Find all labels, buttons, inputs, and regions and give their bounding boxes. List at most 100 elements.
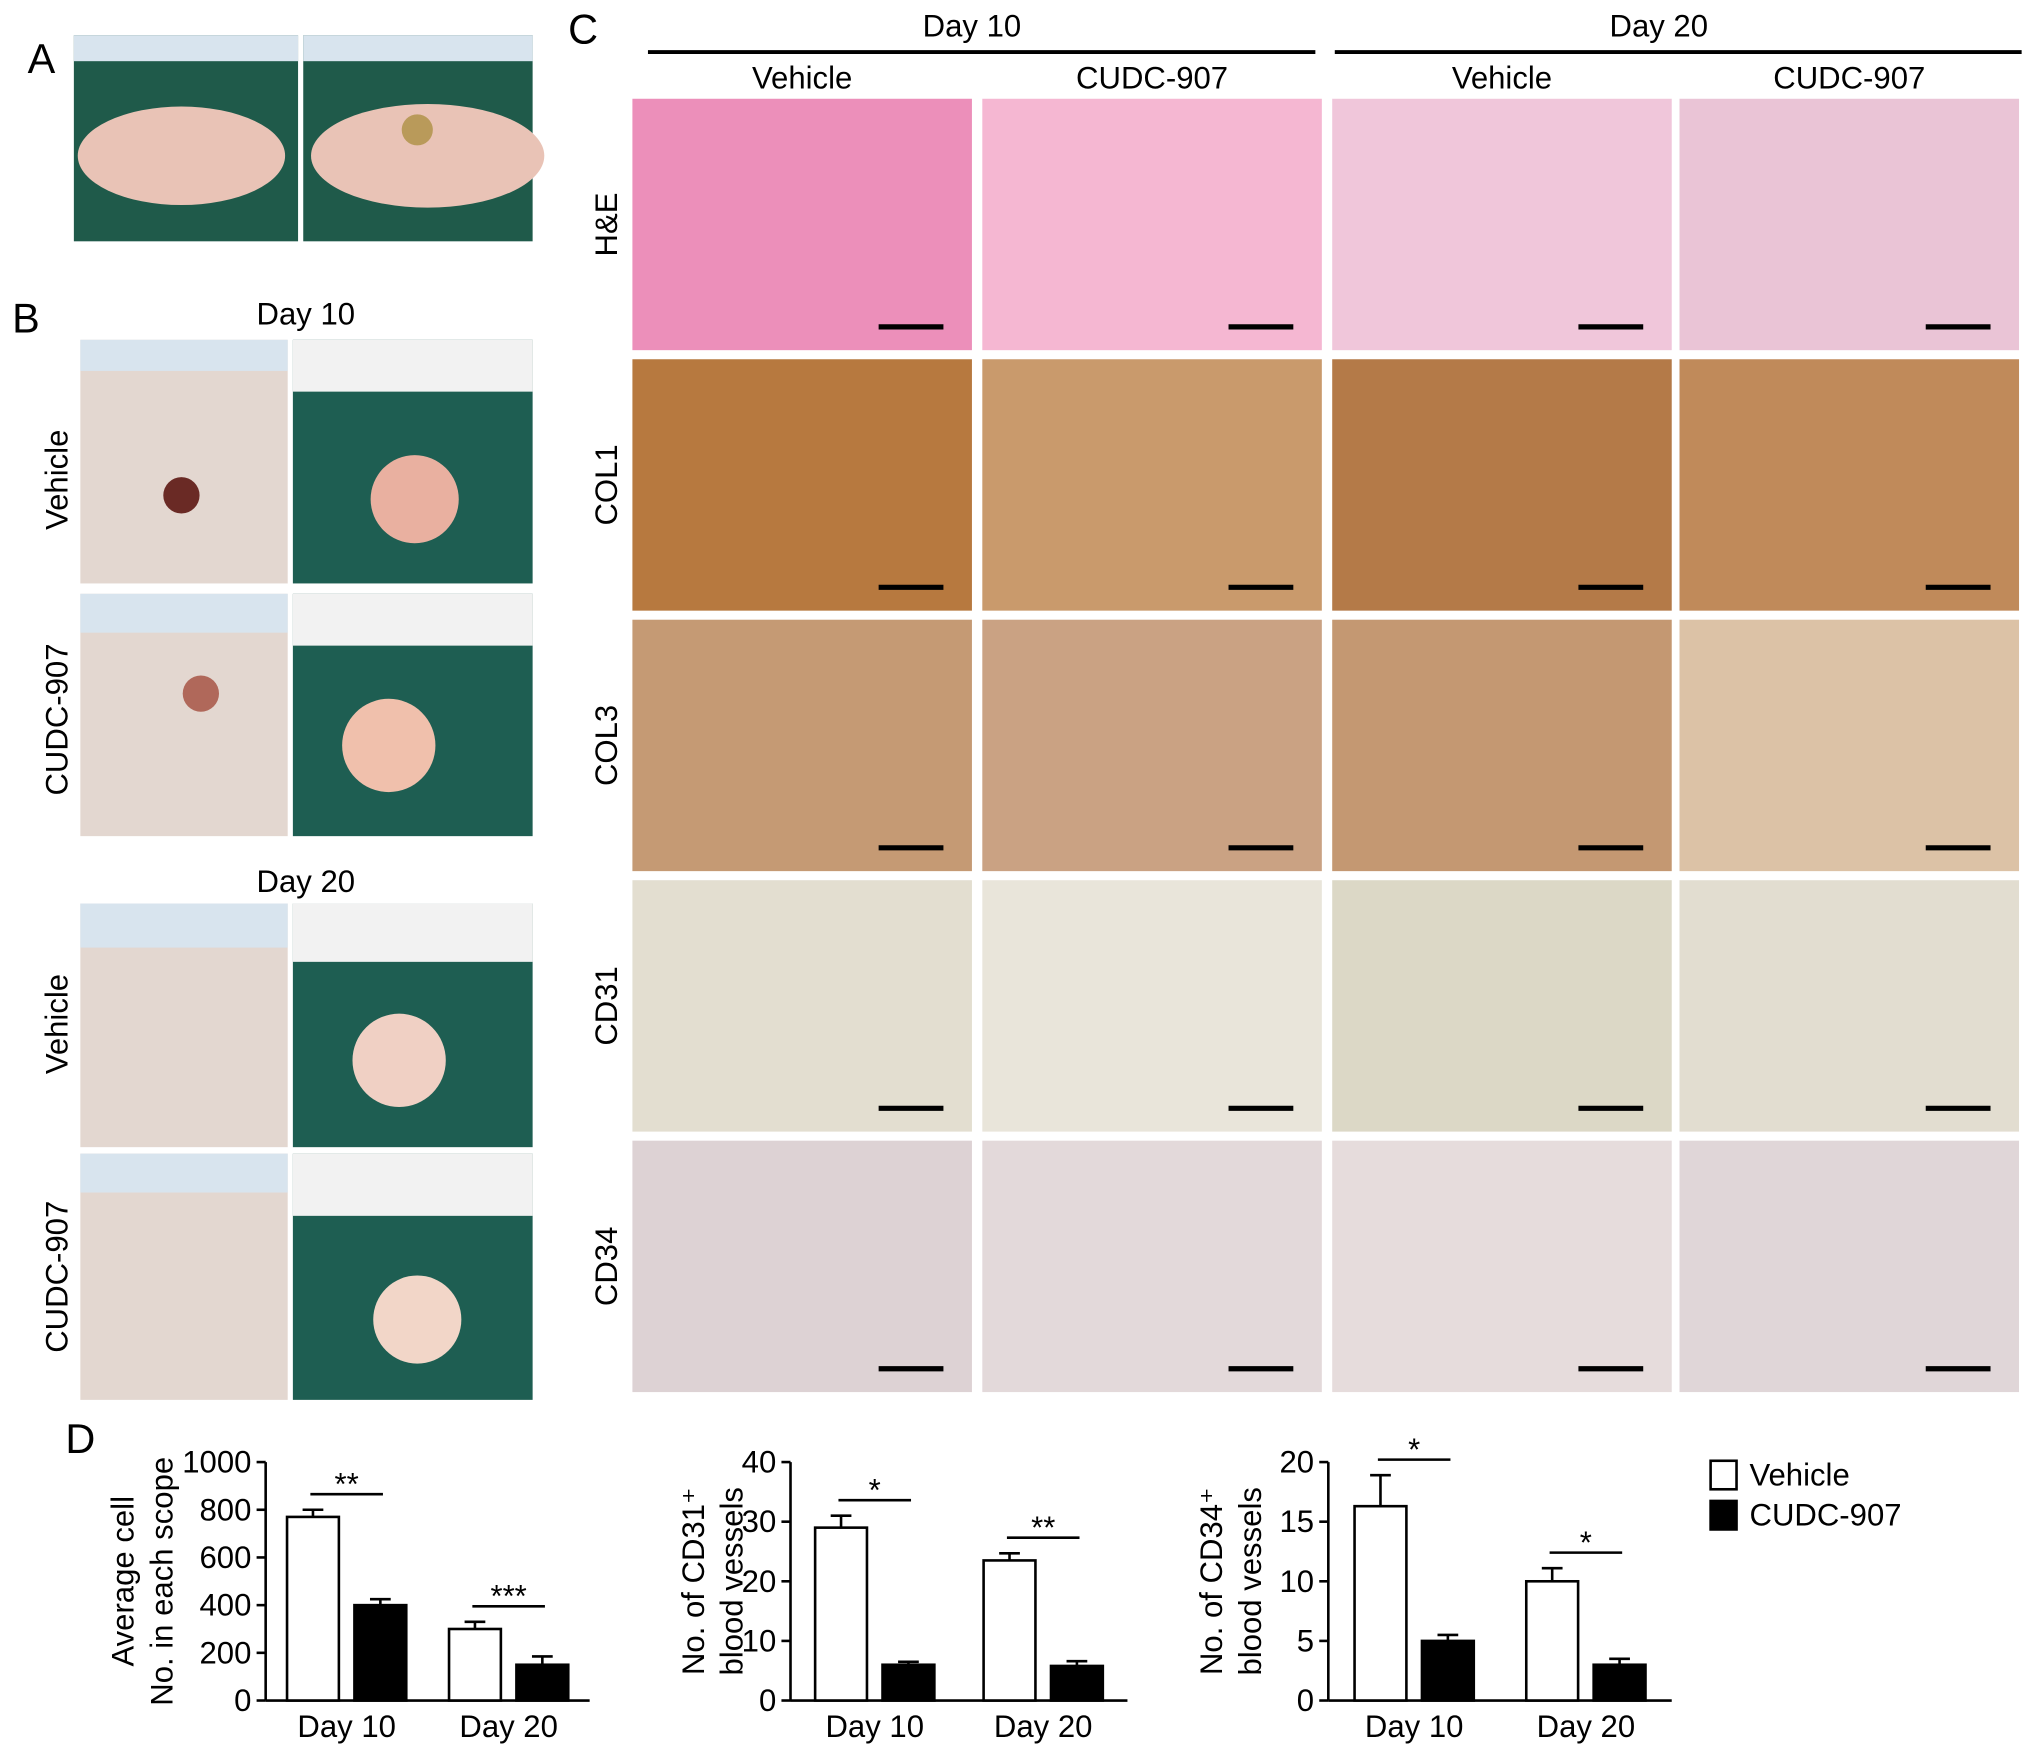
group-title: Day 20: [257, 864, 356, 899]
micrograph: [982, 619, 1322, 872]
tumor: [373, 1275, 462, 1364]
y-axis-label: Average cell: [106, 1496, 141, 1667]
day-header: Day 20: [1610, 9, 1709, 44]
y-tick-label: 0: [759, 1683, 776, 1718]
row-label: CD34: [589, 1227, 624, 1306]
legend-label: CUDC-907: [1749, 1498, 1901, 1533]
photo: [80, 1153, 288, 1400]
bar: [982, 1559, 1037, 1702]
y-tick-label: 30: [742, 1504, 777, 1539]
ruler: [80, 1153, 288, 1193]
significance: **: [1031, 1510, 1055, 1545]
ruler: [80, 339, 288, 371]
significance: *: [1408, 1432, 1420, 1467]
micrograph: [632, 98, 972, 351]
x-tick-label: Day 10: [297, 1709, 396, 1744]
panel-b-photos: [80, 339, 533, 1400]
ruler: [80, 593, 288, 633]
ruler: [292, 593, 533, 646]
y-tick-label: 40: [742, 1445, 777, 1480]
ruler: [80, 903, 288, 948]
legend-swatch: [1709, 1499, 1738, 1531]
y-tick-label: 1000: [182, 1445, 251, 1480]
panel-label: A: [28, 35, 56, 82]
bar: [1420, 1639, 1476, 1702]
micrograph: [632, 1140, 972, 1393]
bar: [1592, 1663, 1647, 1702]
x-tick-label: Day 20: [994, 1709, 1093, 1744]
tumor: [342, 698, 436, 793]
row-label: H&E: [589, 193, 624, 257]
tumor: [352, 1013, 446, 1107]
significance: ***: [490, 1578, 526, 1613]
mouse: [77, 106, 286, 206]
y-tick-label: 200: [200, 1635, 252, 1670]
panel-label: C: [568, 5, 598, 52]
y-axis-label: blood vessels: [1233, 1487, 1268, 1675]
significance: *: [869, 1472, 881, 1507]
micrograph: [982, 1140, 1322, 1393]
photo: [80, 339, 288, 584]
panel-label: B: [12, 294, 40, 341]
tumor: [182, 675, 220, 712]
ruler: [292, 903, 533, 962]
y-tick-label: 20: [742, 1564, 777, 1599]
row-label: Vehicle: [40, 430, 75, 530]
column-header: CUDC-907: [1773, 61, 1925, 96]
micrograph: [982, 880, 1322, 1132]
bar: [353, 1603, 408, 1702]
y-tick-label: 15: [1279, 1504, 1314, 1539]
significance: *: [1580, 1525, 1592, 1560]
x-tick-label: Day 10: [825, 1709, 924, 1744]
mouse: [311, 103, 545, 208]
y-tick-label: 600: [200, 1540, 252, 1575]
y-tick-label: 10: [742, 1623, 777, 1658]
micrograph: [1679, 619, 2020, 872]
micrograph: [632, 619, 972, 872]
y-tick-label: 5: [1297, 1623, 1314, 1658]
bar: [447, 1627, 503, 1702]
y-tick-label: 0: [234, 1683, 251, 1718]
row-label: COL1: [589, 444, 624, 525]
micrograph: [1332, 619, 1672, 872]
bar: [1353, 1504, 1408, 1702]
ruler: [73, 35, 299, 62]
micrograph: [1679, 1140, 2020, 1393]
tumor: [370, 455, 459, 544]
legend-label: Vehicle: [1749, 1458, 1849, 1493]
micrograph: [1332, 98, 1672, 351]
panel-a-photos: [73, 35, 545, 242]
micrograph: [632, 359, 972, 611]
panel-label: D: [65, 1415, 95, 1462]
y-tick-label: 400: [200, 1588, 252, 1623]
y-axis-label: No. of CD31⁺: [676, 1488, 711, 1676]
row-label: CUDC-907: [40, 1201, 75, 1353]
y-tick-label: 0: [1297, 1683, 1314, 1718]
x-tick-label: Day 10: [1365, 1709, 1464, 1744]
micrograph: [632, 880, 972, 1132]
bar: [1524, 1580, 1580, 1702]
tumor: [163, 477, 200, 514]
micrograph: [1332, 359, 1672, 611]
ruler: [303, 35, 533, 62]
x-tick-label: Day 20: [1537, 1709, 1636, 1744]
micrograph: [1679, 880, 2020, 1132]
photo: [80, 593, 288, 837]
micrograph: [1679, 359, 2020, 611]
row-label: CUDC-907: [40, 643, 75, 795]
ruler: [292, 339, 533, 392]
y-tick-label: 20: [1279, 1445, 1314, 1480]
bar: [813, 1526, 869, 1702]
column-header: CUDC-907: [1076, 61, 1228, 96]
day-header: Day 10: [923, 9, 1022, 44]
row-label: Vehicle: [40, 974, 75, 1074]
y-axis-label: No. of CD34⁺: [1194, 1488, 1229, 1676]
significance: **: [335, 1466, 359, 1501]
ruler: [292, 1153, 533, 1216]
micrograph: [982, 98, 1322, 351]
y-tick-label: 800: [200, 1492, 252, 1527]
tumor: [401, 114, 433, 146]
bar: [1049, 1664, 1105, 1702]
micrograph: [1679, 98, 2020, 351]
